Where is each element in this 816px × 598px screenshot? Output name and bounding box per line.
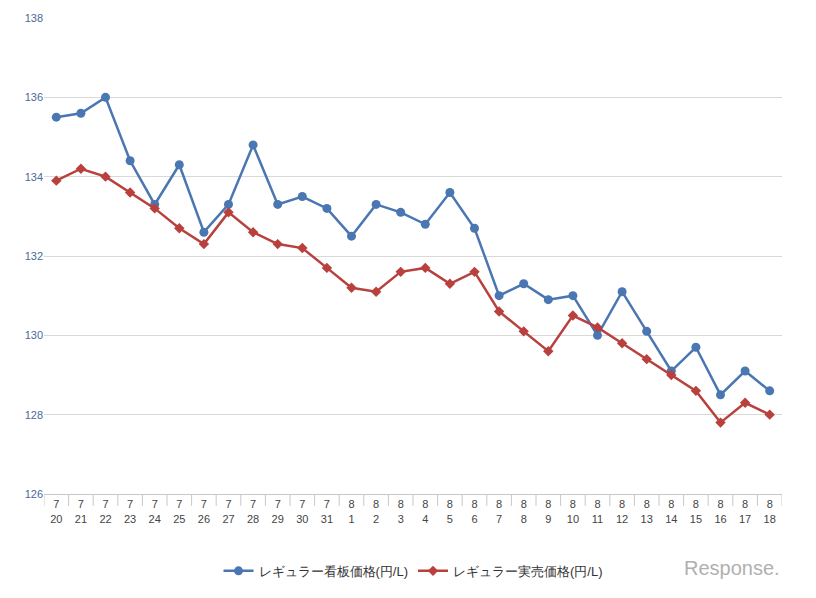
svg-text:レギュラー看板価格(円/L): レギュラー看板価格(円/L): [259, 564, 409, 579]
svg-text:84: 84: [422, 498, 428, 524]
svg-text:126: 126: [25, 488, 43, 500]
svg-text:レギュラー実売価格(円/L): レギュラー実売価格(円/L): [453, 564, 603, 579]
svg-text:724: 724: [149, 498, 161, 524]
svg-text:136: 136: [25, 91, 43, 103]
svg-text:85: 85: [447, 498, 453, 524]
svg-text:817: 817: [739, 498, 751, 524]
svg-text:727: 727: [222, 498, 234, 524]
svg-text:728: 728: [247, 498, 259, 524]
svg-text:815: 815: [690, 498, 702, 524]
svg-text:725: 725: [173, 498, 185, 524]
svg-text:130: 130: [25, 329, 43, 341]
svg-text:81: 81: [348, 498, 354, 524]
svg-text:813: 813: [641, 498, 653, 524]
svg-text:Response.: Response.: [684, 557, 780, 579]
svg-text:812: 812: [616, 498, 628, 524]
svg-text:128: 128: [25, 409, 43, 421]
svg-text:89: 89: [545, 498, 551, 524]
svg-text:816: 816: [714, 498, 726, 524]
svg-text:82: 82: [373, 498, 379, 524]
svg-text:811: 811: [592, 498, 603, 524]
svg-text:726: 726: [198, 498, 210, 524]
svg-text:730: 730: [296, 498, 308, 524]
svg-text:722: 722: [99, 498, 111, 524]
svg-text:721: 721: [75, 498, 87, 524]
svg-text:723: 723: [124, 498, 136, 524]
svg-text:810: 810: [567, 498, 579, 524]
svg-text:134: 134: [25, 171, 43, 183]
svg-text:138: 138: [25, 12, 43, 24]
svg-text:720: 720: [50, 498, 62, 524]
svg-text:83: 83: [398, 498, 404, 524]
svg-text:132: 132: [25, 250, 43, 262]
svg-text:86: 86: [471, 498, 477, 524]
svg-text:814: 814: [665, 498, 677, 524]
svg-text:88: 88: [521, 498, 527, 524]
svg-text:731: 731: [321, 498, 333, 524]
svg-text:87: 87: [496, 498, 502, 524]
svg-text:818: 818: [764, 498, 776, 524]
svg-text:729: 729: [272, 498, 284, 524]
